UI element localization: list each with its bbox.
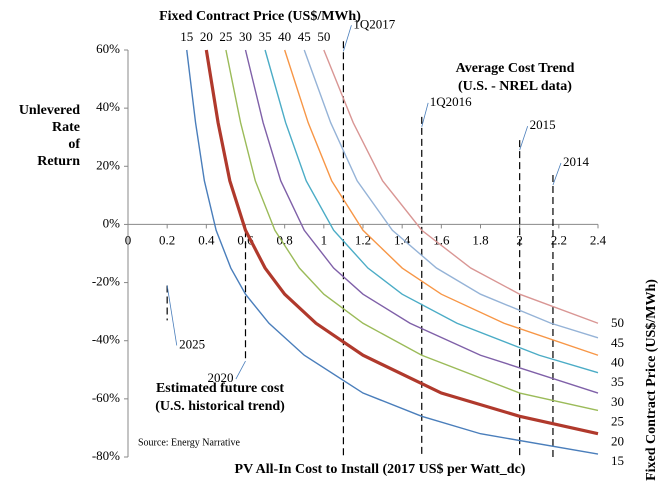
future-note: Estimated future cost (156, 381, 284, 396)
top-price-label: 30 (239, 29, 252, 44)
trend-note: (U.S. - NREL data) (458, 79, 572, 94)
source-note: Source: Energy Narrative (138, 437, 241, 448)
y-tick-label: 60% (96, 41, 120, 56)
right-price-label: 45 (611, 335, 624, 350)
curve (303, 49, 599, 339)
x-tick-label: 1.6 (433, 232, 450, 247)
right-price-label: 40 (611, 354, 624, 369)
top-price-label: 40 (278, 29, 291, 44)
y-tick-label: -20% (92, 274, 120, 289)
right-price-label: 20 (611, 433, 624, 448)
right-price-label: 25 (611, 414, 624, 429)
curve (323, 49, 599, 324)
y-axis-title: of (68, 137, 80, 152)
marker-label: 2025 (179, 336, 205, 351)
right-axis-title: Fixed Contract Price (US$/MWh) (644, 279, 659, 481)
curve (204, 49, 599, 436)
y-tick-label: -60% (92, 390, 120, 405)
trend-note: Average Cost Trend (456, 61, 575, 76)
x-tick-label: 2.4 (590, 232, 607, 247)
right-price-label: 15 (611, 453, 624, 468)
top-price-label: 25 (219, 29, 232, 44)
y-axis-title: Unlevered (19, 103, 80, 118)
top-price-label: 20 (200, 29, 213, 44)
marker-leader (235, 360, 246, 380)
x-tick-label: 0 (125, 232, 132, 247)
curve (225, 49, 599, 412)
curve (264, 49, 599, 374)
y-tick-label: -40% (92, 332, 120, 347)
right-price-label: 50 (611, 315, 624, 330)
curve (284, 49, 599, 356)
x-tick-label: 0.4 (198, 232, 215, 247)
x-tick-label: 2.2 (551, 232, 567, 247)
top-price-label: 15 (180, 29, 193, 44)
top-price-label: 35 (259, 29, 272, 44)
marker-leader (519, 125, 529, 151)
marker-label: 1Q2016 (430, 94, 472, 109)
y-tick-label: 0% (103, 215, 121, 230)
right-price-label: 30 (611, 394, 624, 409)
marker-label: 1Q2017 (353, 16, 395, 31)
right-price-label: 35 (611, 374, 624, 389)
marker-leader (421, 102, 429, 127)
curve (186, 49, 599, 455)
marker-label: 2020 (208, 370, 234, 385)
marker-label: 2015 (530, 117, 556, 132)
marker-leader (552, 162, 562, 186)
x-tick-label: 1.2 (355, 232, 371, 247)
marker-leader (343, 25, 352, 52)
top-axis-title: Fixed Contract Price (US$/MWh) (159, 9, 361, 24)
y-axis-title: Rate (52, 120, 80, 135)
future-note: (U.S. historical trend) (155, 399, 285, 414)
y-tick-label: 40% (96, 99, 120, 114)
x-tick-label: 0.2 (159, 232, 175, 247)
curve (244, 49, 599, 394)
x-tick-label: 1.8 (472, 232, 488, 247)
marker-label: 2014 (563, 154, 590, 169)
top-price-label: 50 (317, 29, 330, 44)
y-tick-label: -80% (92, 448, 120, 463)
x-tick-label: 1 (321, 232, 328, 247)
marker-leader (166, 285, 178, 346)
y-axis-title: Return (37, 154, 80, 169)
y-tick-label: 20% (96, 157, 120, 172)
top-price-label: 45 (298, 29, 311, 44)
x-tick-label: 0.8 (277, 232, 293, 247)
x-axis-title: PV All-In Cost to Install (2017 US$ per … (235, 462, 526, 477)
